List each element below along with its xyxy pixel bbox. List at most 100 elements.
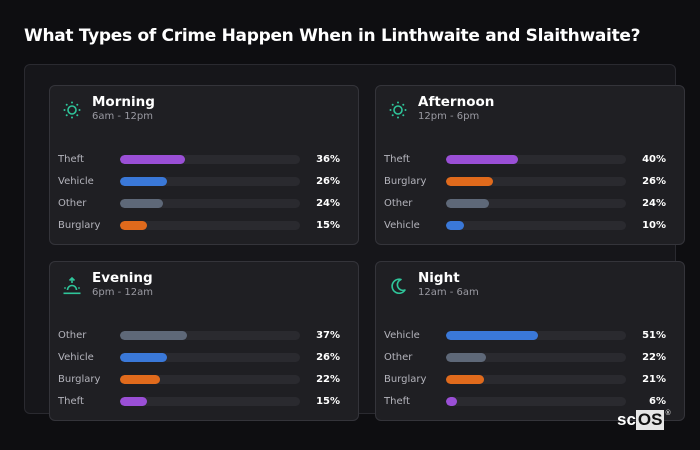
bar-row: Other 24% (58, 192, 353, 214)
bar-label: Burglary (384, 373, 427, 385)
bar-fill (446, 396, 457, 406)
sunset-icon (63, 276, 81, 295)
bar-track (120, 198, 300, 208)
bar-row: Vehicle 26% (58, 346, 353, 368)
bar-value: 10% (642, 219, 666, 231)
bar-value: 24% (316, 197, 340, 209)
bar-label: Vehicle (58, 351, 94, 363)
logo-text-boxed: OS (635, 410, 665, 430)
bar-row: Burglary 22% (58, 368, 353, 390)
bar-row: Vehicle 10% (384, 214, 679, 236)
bar-value: 26% (316, 175, 340, 187)
bar-value: 36% (316, 153, 340, 165)
bar-label: Other (58, 197, 87, 209)
bar-value: 24% (642, 197, 666, 209)
bar-fill (446, 352, 486, 362)
scos-logo: sc OS ® (617, 410, 671, 430)
registered-mark: ® (665, 410, 671, 417)
bar-track (120, 396, 300, 406)
bar-value: 26% (642, 175, 666, 187)
bar-label: Burglary (58, 373, 101, 385)
bar-value: 6% (649, 395, 666, 407)
card-evening: Evening 6pm - 12am Other 37% Vehicle 26% Bur… (49, 261, 359, 421)
card-subtitle: 12pm - 6pm (418, 111, 480, 122)
bar-row: Other 24% (384, 192, 679, 214)
bar-fill (120, 154, 185, 164)
bar-row: Burglary 21% (384, 368, 679, 390)
bar-track (446, 220, 626, 230)
bar-label: Burglary (384, 175, 427, 187)
bar-value: 40% (642, 153, 666, 165)
moon-icon (391, 278, 406, 294)
bar-fill (446, 330, 538, 340)
bar-row: Vehicle 26% (58, 170, 353, 192)
bar-fill (120, 220, 147, 230)
bar-row: Burglary 15% (58, 214, 353, 236)
bar-label: Other (58, 329, 87, 341)
bar-fill (446, 154, 518, 164)
bar-value: 21% (642, 373, 666, 385)
bar-track (446, 396, 626, 406)
card-title: Evening (92, 270, 153, 286)
bar-row: Theft 15% (58, 390, 353, 412)
bar-track (120, 154, 300, 164)
bar-track (120, 176, 300, 186)
bar-label: Theft (384, 395, 410, 407)
bar-value: 22% (316, 373, 340, 385)
bar-row: Theft 36% (58, 148, 353, 170)
bar-value: 22% (642, 351, 666, 363)
card-subtitle: 6am - 12pm (92, 111, 154, 122)
bar-value: 26% (316, 351, 340, 363)
bar-label: Burglary (58, 219, 101, 231)
bar-track (120, 220, 300, 230)
card-title: Morning (92, 94, 155, 110)
bar-fill (446, 198, 490, 208)
card-night: Night 12am - 6am Vehicle 51% Other 22% Burgl… (375, 261, 685, 421)
bar-label: Theft (384, 153, 410, 165)
bar-track (446, 352, 626, 362)
bar-fill (120, 396, 147, 406)
bar-row: Theft 40% (384, 148, 679, 170)
bar-row: Other 37% (58, 324, 353, 346)
bar-value: 15% (316, 219, 340, 231)
bar-label: Other (384, 197, 413, 209)
bar-label: Other (384, 351, 413, 363)
card-title: Night (418, 270, 460, 286)
bar-label: Vehicle (384, 329, 420, 341)
bar-label: Theft (58, 153, 84, 165)
bar-track (120, 374, 300, 384)
page-title: What Types of Crime Happen When in Linth… (24, 26, 641, 46)
bar-value: 51% (642, 329, 666, 341)
bar-fill (120, 176, 167, 186)
bar-row: Theft 6% (384, 390, 679, 412)
bar-track (446, 154, 626, 164)
bar-track (446, 176, 626, 186)
bar-label: Vehicle (384, 219, 420, 231)
card-morning: Morning 6am - 12pm Theft 36% Vehicle 26% Oth… (49, 85, 359, 245)
bar-row: Other 22% (384, 346, 679, 368)
logo-text: sc (617, 410, 636, 429)
bar-label: Theft (58, 395, 84, 407)
sun-icon (63, 101, 81, 119)
bar-fill (446, 220, 464, 230)
sun-icon (389, 101, 407, 119)
bar-row: Burglary 26% (384, 170, 679, 192)
bar-track (120, 352, 300, 362)
card-subtitle: 6pm - 12am (92, 287, 154, 298)
card-subtitle: 12am - 6am (418, 287, 479, 298)
bar-track (446, 198, 626, 208)
bar-fill (120, 352, 167, 362)
bar-fill (120, 198, 164, 208)
bar-value: 15% (316, 395, 340, 407)
bar-fill (446, 374, 484, 384)
card-title: Afternoon (418, 94, 495, 110)
bar-fill (446, 176, 493, 186)
bar-track (120, 330, 300, 340)
bar-fill (120, 374, 160, 384)
bar-track (446, 330, 626, 340)
bar-track (446, 374, 626, 384)
bar-label: Vehicle (58, 175, 94, 187)
bar-row: Vehicle 51% (384, 324, 679, 346)
bar-value: 37% (316, 329, 340, 341)
bar-fill (120, 330, 187, 340)
